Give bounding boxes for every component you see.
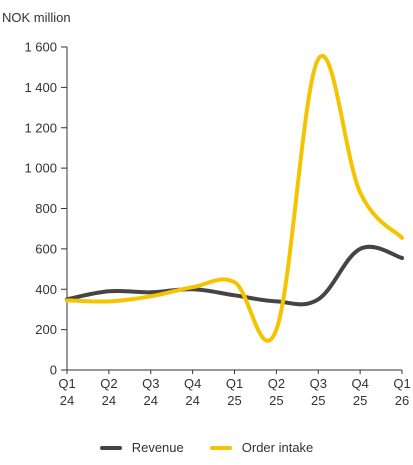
x-tick-label: Q4 24 — [184, 376, 201, 408]
legend-label-order-intake: Order intake — [241, 440, 314, 455]
series-line-revenue — [65, 244, 404, 307]
y-tick-label: 1 400 — [24, 80, 57, 95]
line-chart: NOK million 0 200 400 600 800 1 000 1 200 1 400… — [2, 10, 411, 409]
y-tick-label: 400 — [35, 282, 57, 297]
x-tick-label: Q1 26 — [393, 376, 410, 408]
y-unit-label: NOK million — [2, 10, 71, 25]
y-tick-label: 1 200 — [24, 120, 57, 135]
legend-swatch-revenue — [99, 445, 122, 450]
y-tick-label: 600 — [35, 241, 57, 256]
x-tick-label: Q2 24 — [100, 376, 117, 408]
y-tick-label: 1 000 — [24, 161, 57, 176]
legend-swatch-order-intake — [209, 445, 232, 450]
x-tick-label: Q3 24 — [142, 376, 159, 408]
series-line-order-intake — [65, 54, 404, 343]
y-tick-label: 0 — [50, 363, 57, 378]
legend-item-order-intake: Order intake — [209, 440, 314, 455]
x-tick-label: Q4 25 — [351, 376, 368, 408]
legend-label-revenue: Revenue — [131, 440, 184, 455]
legend: Revenue Order intake — [0, 440, 413, 455]
y-tick-label: 800 — [35, 201, 57, 216]
series-layer — [65, 54, 404, 343]
legend-item-revenue: Revenue — [99, 440, 184, 455]
y-tick-label: 1 600 — [24, 40, 57, 55]
axes: 0 200 400 600 800 1 000 1 200 1 400 1 600 Q1 24 Q2 2… — [24, 40, 410, 409]
x-tick-label: Q2 25 — [268, 376, 285, 408]
x-tick-label: Q1 25 — [226, 376, 243, 408]
y-tick-label: 200 — [35, 322, 57, 337]
x-tick-label: Q1 24 — [58, 376, 75, 408]
x-tick-label: Q3 25 — [310, 376, 327, 408]
